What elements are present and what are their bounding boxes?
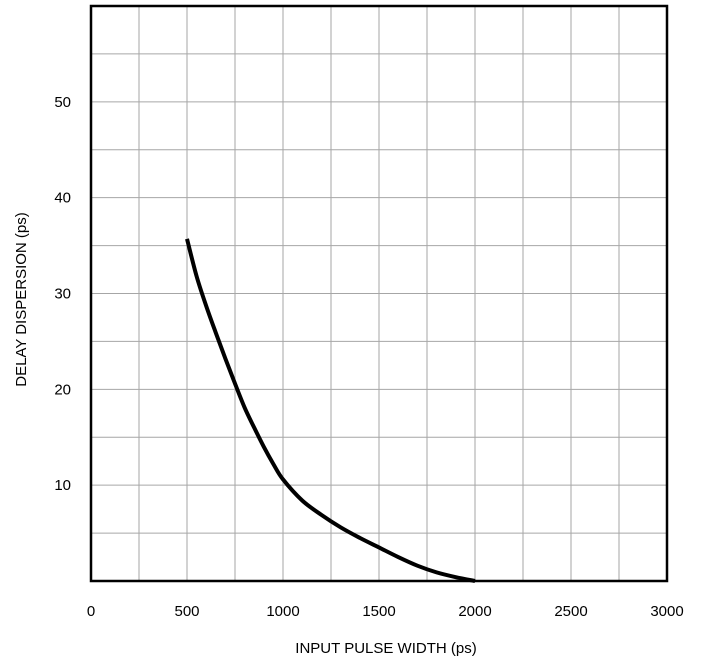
x-tick-label: 3000 [650, 603, 683, 620]
x-tick-label: 1500 [362, 603, 395, 620]
x-tick-label: 2000 [458, 603, 491, 620]
y-tick-label: 50 [54, 94, 71, 111]
x-tick-label: 1000 [266, 603, 299, 620]
series-line [185, 238, 476, 583]
x-axis-label: INPUT PULSE WIDTH (ps) [295, 640, 476, 657]
y-tick-label: 40 [54, 190, 71, 207]
y-axis-label: DELAY DISPERSION (ps) [13, 212, 30, 387]
y-tick-label: 10 [54, 477, 71, 494]
y-tick-label: 20 [54, 381, 71, 398]
grid [91, 6, 667, 581]
y-tick-label: 30 [54, 286, 71, 303]
x-tick-label: 500 [174, 603, 199, 620]
x-axis-ticks: 0 500 1000 1500 2000 2500 3000 [87, 603, 684, 620]
y-axis-ticks: 10 20 30 40 50 [54, 94, 71, 494]
x-tick-label: 2500 [554, 603, 587, 620]
x-tick-label: 0 [87, 603, 95, 620]
plot-frame [89, 4, 669, 583]
